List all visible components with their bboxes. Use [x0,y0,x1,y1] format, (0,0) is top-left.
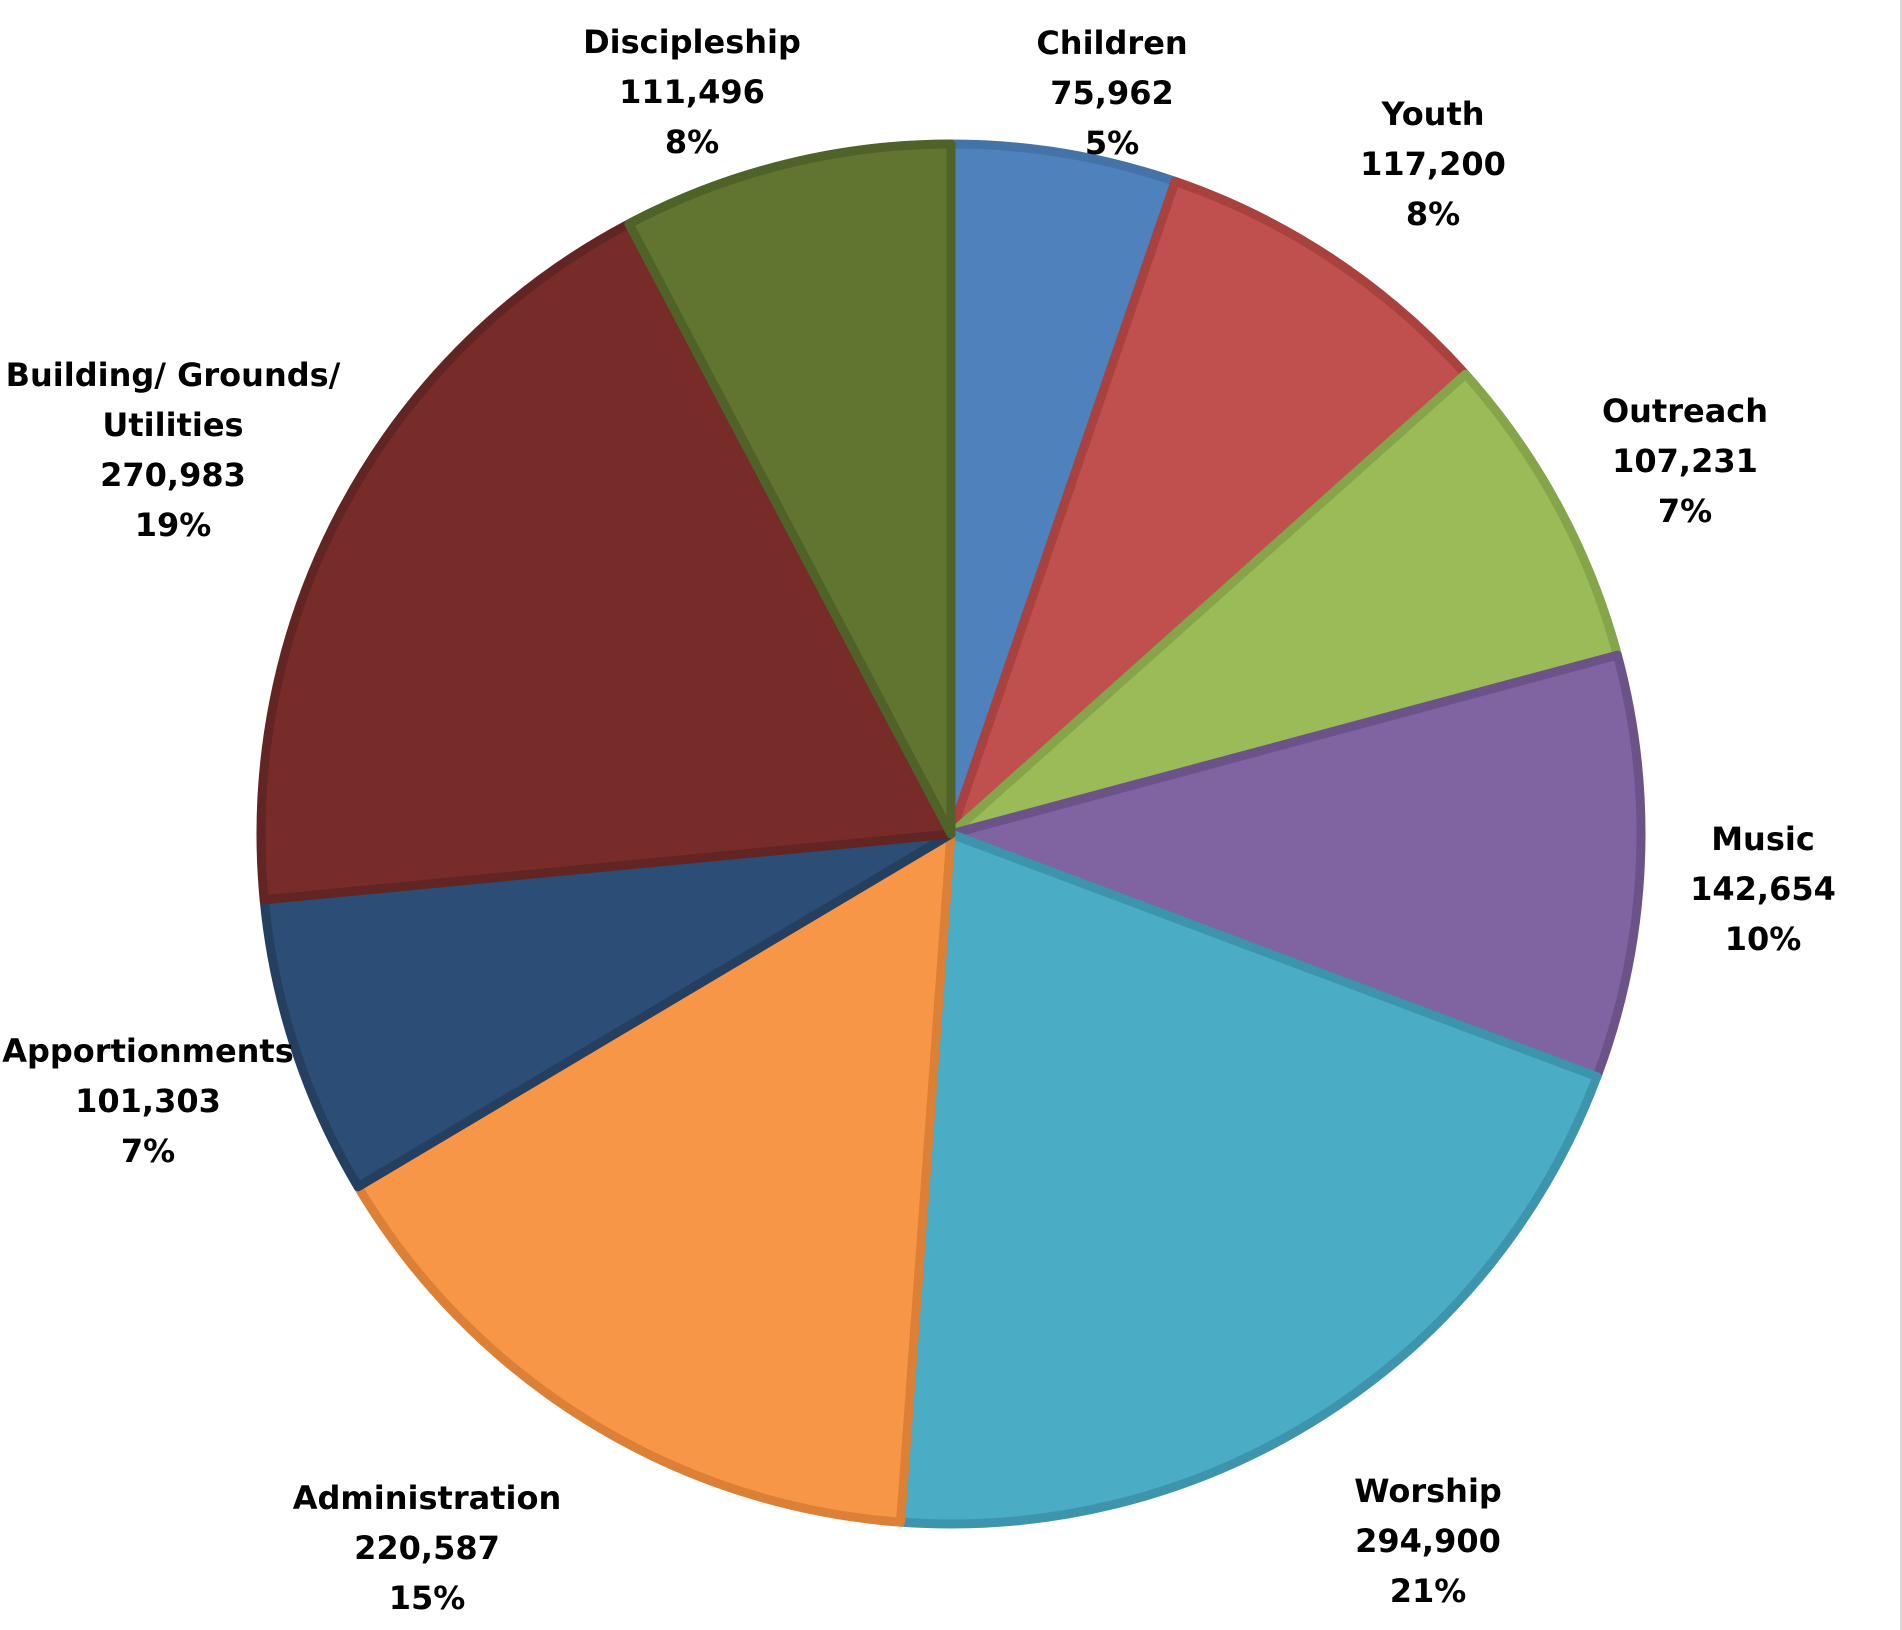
data-label-administration: Administration 220,587 15% [293,1479,561,1617]
data-label-name: Utilities [102,406,243,444]
data-label-worship: Worship 294,900 21% [1354,1472,1502,1610]
data-label-value: 75,962 [1050,74,1173,112]
data-label-children: Children 75,962 5% [1036,24,1187,162]
data-label-name: Administration [293,1479,561,1517]
data-label-value: 142,654 [1690,870,1836,908]
data-label-percent: 21% [1390,1572,1467,1610]
pie-slice-worship [896,829,1602,1529]
data-label-percent: 7% [121,1132,175,1170]
data-label-value: 294,900 [1355,1522,1501,1560]
data-label-name: Youth [1380,95,1484,133]
data-label-apportionments: Apportionments 101,303 7% [2,1032,294,1170]
data-label-percent: 19% [135,506,212,544]
data-label-percent: 8% [665,123,719,161]
data-label-value: 107,231 [1612,442,1758,480]
data-label-percent: 10% [1725,920,1802,958]
pie-slice-apportionments [259,829,956,1192]
pie-slice-building-grounds-utilities [256,219,956,905]
data-label-percent: 8% [1406,195,1460,233]
data-labels-group: Children 75,962 5% Youth 117,200 8% Outreach 10… [2,23,1836,1617]
data-label-value: 111,496 [619,73,765,111]
data-label-percent: 7% [1658,492,1712,530]
data-label-value: 117,200 [1360,145,1506,183]
pie-slice-outreach [946,369,1622,839]
data-label-music: Music 142,654 10% [1690,820,1836,958]
pie-slice-discipleship [624,139,956,839]
data-label-name: Building/ Grounds/ [6,356,341,394]
data-label-percent: 5% [1085,124,1139,162]
data-label-name: Outreach [1602,392,1768,430]
data-label-value: 220,587 [354,1529,500,1567]
data-label-building-grounds-utilities: Building/ Grounds/Utilities 270,983 19% [6,356,341,544]
data-label-percent: 15% [389,1579,466,1617]
data-label-outreach: Outreach 107,231 7% [1602,392,1768,530]
data-label-value: 101,303 [75,1082,221,1120]
data-label-name: Music [1711,820,1815,858]
data-label-youth: Youth 117,200 8% [1360,95,1506,233]
pie-slice-administration [353,829,956,1527]
data-label-name: Apportionments [2,1032,294,1070]
data-label-name: Worship [1354,1472,1502,1510]
slices-group [256,139,1646,1529]
pie-slice-music [946,650,1646,1082]
data-label-name: Discipleship [583,23,801,61]
data-label-name: Children [1036,24,1187,62]
pie-slice-youth [946,176,1470,839]
data-label-discipleship: Discipleship 111,496 8% [583,23,801,161]
data-label-value: 270,983 [100,456,246,494]
